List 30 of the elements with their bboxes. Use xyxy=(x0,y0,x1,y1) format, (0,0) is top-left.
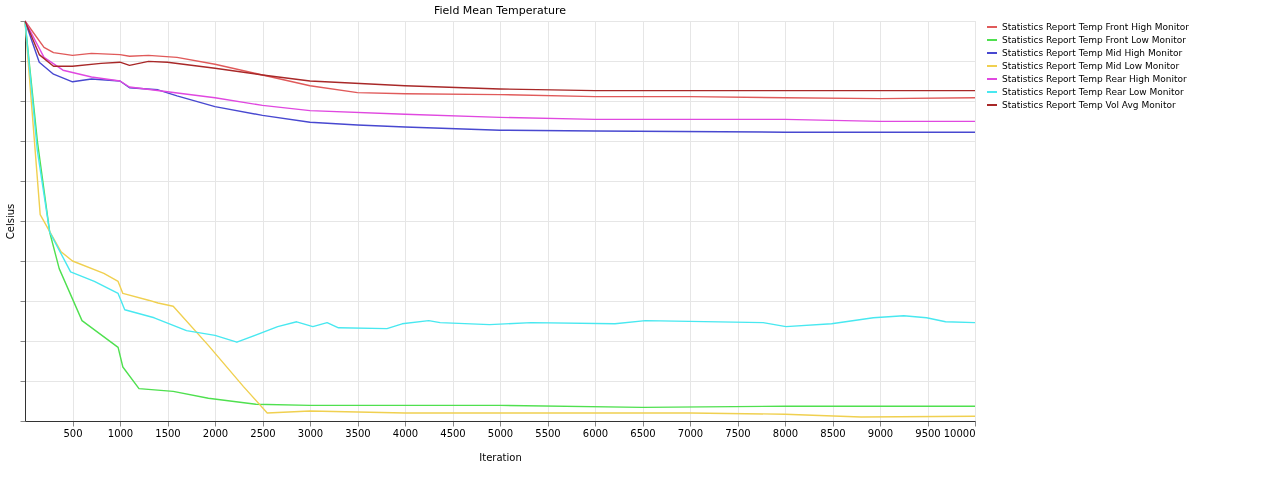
x-tick-label: 8000 xyxy=(772,427,799,439)
x-tick-label: 3000 xyxy=(297,427,324,439)
legend-label: Statistics Report Temp Rear Low Monitor xyxy=(1002,87,1185,97)
x-tick-label: 5500 xyxy=(535,427,561,439)
x-tick-label: 1000 xyxy=(107,427,134,439)
x-tick-label: 1500 xyxy=(155,427,181,439)
legend-label: Statistics Report Temp Front High Monitor xyxy=(1002,22,1190,32)
x-tick-label: 5000 xyxy=(487,427,514,439)
chart-title: Field Mean Temperature xyxy=(433,4,567,18)
x-tick-label: 9500 xyxy=(915,427,941,439)
legend-label: Statistics Report Temp Front Low Monitor xyxy=(1002,35,1187,45)
x-tick-label: 7000 xyxy=(677,427,704,439)
x-tick-label: 6500 xyxy=(630,427,656,439)
x-tick-label: 9000 xyxy=(867,427,894,439)
x-tick-label: 7500 xyxy=(725,427,751,439)
legend-label: Statistics Report Temp Mid High Monitor xyxy=(1002,48,1183,58)
x-tick-label: 500 xyxy=(63,427,83,439)
x-tick-label: 4000 xyxy=(392,427,419,439)
x-tick-label: 10000 xyxy=(943,427,976,439)
legend-label: Statistics Report Temp Mid Low Monitor xyxy=(1002,61,1180,71)
y-axis-title: Celsius xyxy=(5,203,16,240)
legend-label: Statistics Report Temp Vol Avg Monitor xyxy=(1002,100,1176,110)
x-tick-label: 4500 xyxy=(440,427,466,439)
x-tick-label: 6000 xyxy=(582,427,609,439)
x-axis-title: Iteration xyxy=(479,451,522,463)
legend-label: Statistics Report Temp Rear High Monitor xyxy=(1002,74,1188,84)
x-tick-label: 8500 xyxy=(820,427,846,439)
x-tick-label: 2500 xyxy=(250,427,276,439)
x-tick-label: 3500 xyxy=(345,427,371,439)
x-tick-label: 2000 xyxy=(202,427,229,439)
